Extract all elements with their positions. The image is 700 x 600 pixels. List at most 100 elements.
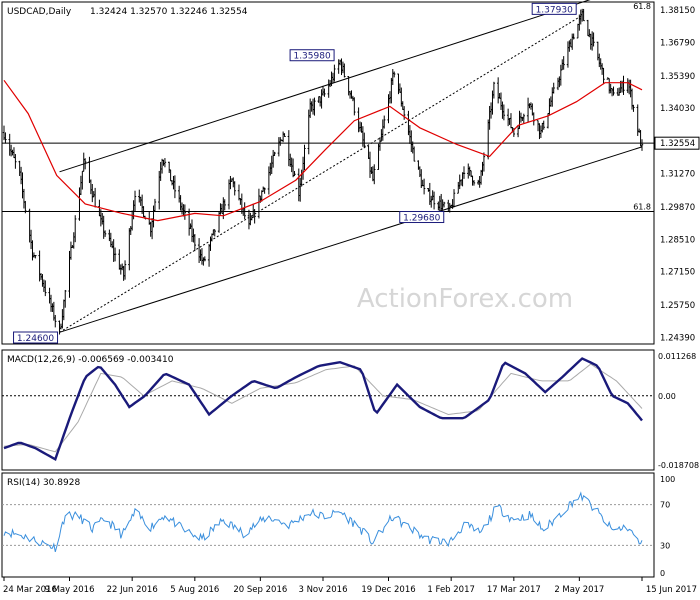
macd-y-tick-label: 0.011268 <box>658 352 696 361</box>
x-tick-label: 1 Feb 2017 <box>427 585 475 595</box>
ohlc-bar <box>173 175 177 199</box>
ohlc-bar <box>273 151 276 156</box>
ohlc-bar <box>612 86 615 96</box>
ohlc-bar <box>383 115 386 129</box>
moving-average-line <box>3 79 643 222</box>
price-y-tick-label: 1.28510 <box>660 235 695 245</box>
ohlc-bar <box>462 166 466 179</box>
price-ohlc-readout: 1.32424 1.32570 1.32246 1.32554 <box>90 7 248 17</box>
rsi-panel: 100 70 30 0 RSI(14) 30.8928 <box>1 472 675 578</box>
ohlc-bar <box>4 132 7 144</box>
ohlc-bar <box>552 82 555 94</box>
ohlc-bar <box>412 146 416 162</box>
x-tick-label: 15 Jun 2017 <box>646 585 697 595</box>
ohlc-bar <box>632 104 635 112</box>
price-annotation: 1.29680 <box>399 211 445 224</box>
ohlc-bar <box>263 187 266 194</box>
x-tick-label: 17 Mar 2017 <box>487 585 541 595</box>
ohlc-bar <box>303 144 306 171</box>
ohlc-bar <box>592 32 595 47</box>
ohlc-bar <box>34 255 37 259</box>
macd-y-tick-label: -0.018708 <box>658 461 699 470</box>
ohlc-bar <box>183 204 187 220</box>
ohlc-bar <box>363 132 366 149</box>
price-panel: ActionForex.com 61.8 61.8 1.24600 1.35980 1… <box>1 0 700 345</box>
ohlc-bar <box>163 158 167 168</box>
price-annotation-label: 1.29680 <box>403 214 440 224</box>
ohlc-bar <box>393 71 396 78</box>
ohlc-bar <box>44 280 47 297</box>
ohlc-bar <box>442 201 446 208</box>
fib-level-label: 61.8 <box>633 2 651 11</box>
x-tick-label: 3 Nov 2016 <box>298 585 347 595</box>
rsi-title: RSI(14) 30.8928 <box>7 478 80 488</box>
ohlc-bar <box>213 229 216 237</box>
price-annotation: 1.35980 <box>289 49 335 62</box>
ohlc-bar <box>24 200 27 214</box>
price-annotation: 1.24600 <box>13 331 59 344</box>
macd-y-axis: 0.011268 0.00 -0.018708 <box>658 352 699 470</box>
ohlc-bar <box>522 113 525 123</box>
ohlc-bar <box>482 152 486 172</box>
x-tick-label: 22 Jun 2016 <box>107 585 158 595</box>
ohlc-bar <box>333 64 336 82</box>
ohlc-bar <box>373 164 376 185</box>
macd-panel: 0.011268 0.00 -0.018708 MACD(12,26,9) -0.0… <box>1 349 699 471</box>
ohlc-bar <box>542 120 545 130</box>
ohlc-bar <box>472 180 476 186</box>
rsi-y-tick-label: 30 <box>660 541 670 550</box>
ohlc-bar <box>223 199 226 211</box>
ohlc-bar <box>562 56 565 70</box>
price-watermark: ActionForex.com <box>357 284 573 314</box>
macd-title: MACD(12,26,9) -0.006569 -0.003410 <box>7 355 174 365</box>
price-y-tick-label: 1.34030 <box>660 104 695 114</box>
price-y-tick-label: 1.38150 <box>660 6 695 16</box>
ohlc-bar <box>353 97 356 116</box>
price-annotation: 1.37930 <box>531 2 577 15</box>
price-ohlc-bars <box>2 8 644 335</box>
price-y-tick-label: 1.36790 <box>660 38 695 48</box>
ohlc-bar <box>153 198 157 212</box>
fib-level-label: 61.8 <box>633 203 651 212</box>
ohlc-bar <box>103 230 107 237</box>
macd-line <box>3 357 643 462</box>
rsi-line <box>3 491 643 553</box>
ohlc-bar <box>323 88 326 97</box>
ohlc-bar <box>113 247 117 262</box>
ohlc-bar <box>74 215 77 243</box>
rsi-y-axis: 100 70 30 0 <box>660 475 675 578</box>
ohlc-bar <box>640 139 644 151</box>
ohlc-bar <box>602 67 605 85</box>
rsi-y-tick-label: 0 <box>660 569 665 578</box>
ohlc-bar <box>243 202 246 220</box>
price-y-tick-label: 1.35390 <box>660 72 695 82</box>
ohlc-bar <box>283 133 286 137</box>
ohlc-bar <box>432 191 436 210</box>
price-y-tick-label: 1.29870 <box>660 203 695 213</box>
price-y-axis: 1.38150 1.36790 1.35390 1.34030 1.32554 1.312… <box>654 6 700 343</box>
ohlc-bar <box>193 234 197 252</box>
ohlc-bar <box>123 260 127 280</box>
ohlc-bar <box>422 178 426 195</box>
ohlc-bar <box>343 63 346 78</box>
ohlc-bar <box>203 256 206 262</box>
ohlc-bar <box>582 8 585 22</box>
price-title: USDCAD,Daily <box>7 7 72 17</box>
price-y-tick-label: 1.24390 <box>660 333 695 343</box>
ohlc-bar <box>64 289 67 308</box>
x-tick-label: 20 Sep 2016 <box>233 585 287 595</box>
x-tick-label: 24 Mar 2016 <box>3 585 57 595</box>
rsi-y-tick-label: 70 <box>660 501 670 510</box>
ohlc-bar <box>502 104 506 121</box>
ohlc-bar <box>14 154 17 169</box>
x-tick-label: 2 May 2017 <box>554 585 604 595</box>
current-price-box <box>654 136 700 150</box>
x-tick-label: 9 May 2016 <box>44 585 94 595</box>
price-y-tick-label: 1.32554 <box>660 139 695 149</box>
ohlc-bar <box>54 314 57 328</box>
ohlc-bar <box>133 190 137 212</box>
x-tick-label: 19 Dec 2016 <box>361 585 415 595</box>
rsi-y-tick-label: 100 <box>660 475 675 484</box>
